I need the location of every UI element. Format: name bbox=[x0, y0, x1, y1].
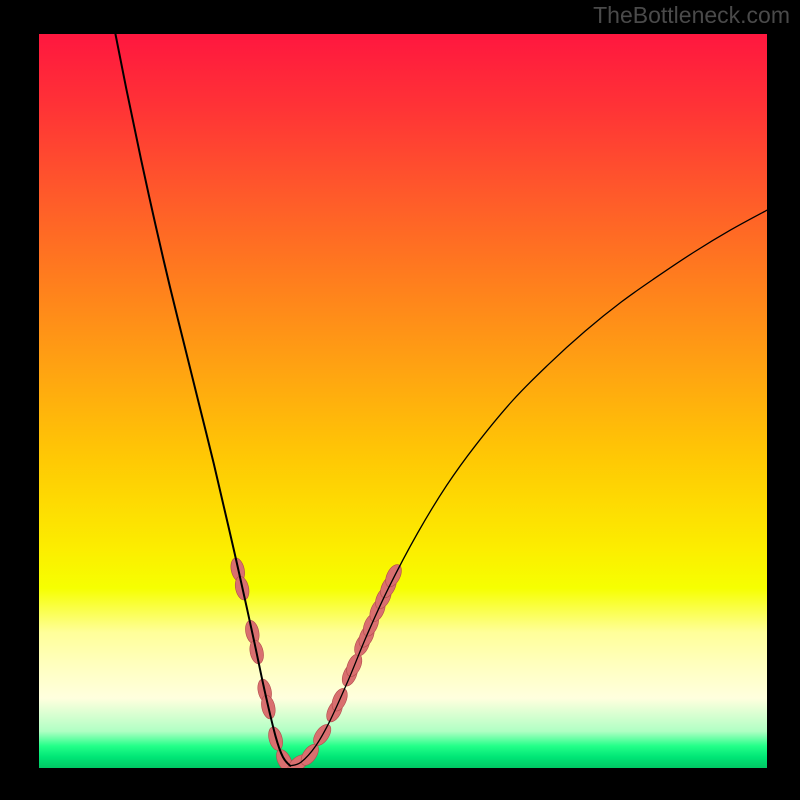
curve-markers bbox=[229, 557, 405, 768]
watermark-text: TheBottleneck.com bbox=[593, 2, 790, 29]
right-curve bbox=[290, 210, 767, 766]
plot-area bbox=[39, 34, 767, 768]
left-curve bbox=[115, 34, 290, 766]
curve-overlay bbox=[39, 34, 767, 768]
chart-container: TheBottleneck.com bbox=[0, 0, 800, 800]
